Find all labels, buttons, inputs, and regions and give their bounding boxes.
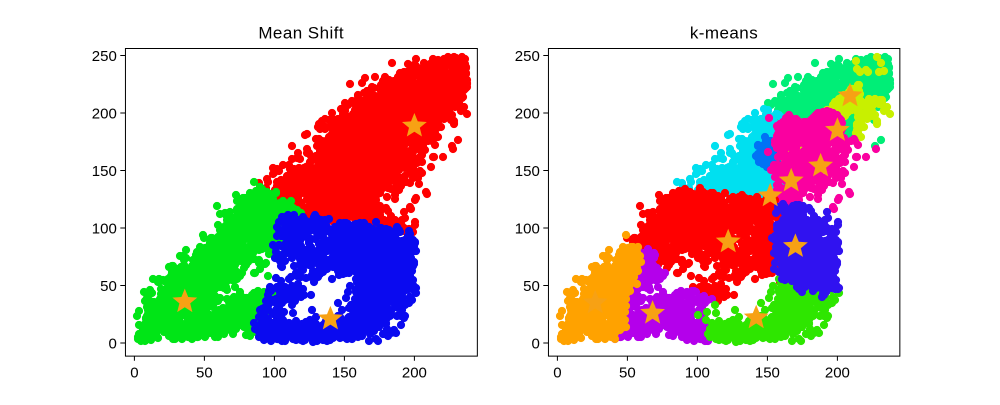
svg-text:0: 0 <box>130 364 138 381</box>
svg-text:0: 0 <box>553 364 561 381</box>
svg-text:150: 150 <box>755 364 780 381</box>
svg-text:250: 250 <box>92 48 117 65</box>
svg-text:0: 0 <box>108 335 116 352</box>
svg-text:150: 150 <box>92 163 117 180</box>
svg-text:250: 250 <box>515 48 540 65</box>
svg-text:150: 150 <box>515 163 540 180</box>
svg-text:200: 200 <box>402 364 427 381</box>
svg-text:150: 150 <box>332 364 357 381</box>
svg-text:k-means: k-means <box>690 24 758 43</box>
svg-text:200: 200 <box>92 105 117 122</box>
svg-text:50: 50 <box>100 278 117 295</box>
svg-text:200: 200 <box>825 364 850 381</box>
svg-text:50: 50 <box>196 364 213 381</box>
svg-text:100: 100 <box>515 220 540 237</box>
svg-text:0: 0 <box>531 335 539 352</box>
svg-text:200: 200 <box>515 105 540 122</box>
svg-text:50: 50 <box>619 364 636 381</box>
svg-text:50: 50 <box>523 278 540 295</box>
svg-text:100: 100 <box>92 220 117 237</box>
svg-text:100: 100 <box>262 364 287 381</box>
svg-text:Mean Shift: Mean Shift <box>258 24 344 43</box>
svg-text:100: 100 <box>685 364 710 381</box>
